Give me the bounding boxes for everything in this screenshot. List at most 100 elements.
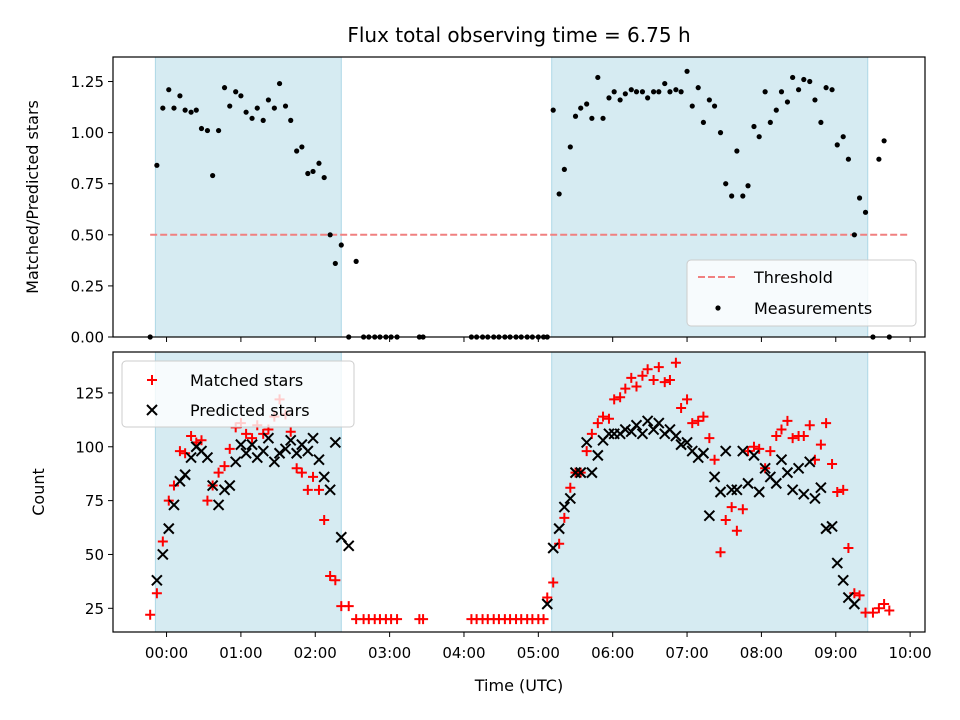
measurement-point [198, 125, 205, 132]
matched-star-point [737, 504, 748, 515]
matched-star-point [726, 502, 737, 513]
matched-star-point [743, 446, 754, 457]
predicted-star-point [603, 428, 615, 440]
matched-star-point [247, 433, 258, 444]
matched-star-point [838, 484, 849, 495]
matched-star-point [664, 375, 675, 385]
matched-star-point [241, 428, 252, 439]
measurement-point [773, 107, 779, 113]
matched-star-point [554, 538, 565, 549]
predicted-star-point [268, 456, 281, 468]
top-y-tick-label: 1.00 [71, 124, 104, 142]
predicted-star-point [742, 477, 754, 490]
measurement-point [154, 162, 160, 168]
predicted-star-point [547, 542, 559, 554]
x-tick-label: 09:00 [814, 644, 857, 662]
matched-star-point [302, 484, 313, 495]
matched-star-point [285, 426, 296, 437]
predicted-star-point [781, 466, 794, 479]
bottom-panel: 25 50 75 100 125 00:00 01:00 02:00 03:00 04:00 05:… [29, 351, 932, 662]
matched-star-point [538, 614, 549, 625]
matched-star-point [765, 446, 776, 457]
predicted-star-point [753, 486, 765, 498]
predicted-star-point [212, 499, 225, 511]
legend-measurements-swatch [715, 305, 721, 311]
measurement-point [734, 148, 740, 154]
matched-star-point [698, 411, 709, 422]
measurement-point [823, 85, 829, 91]
matched-star-point [854, 590, 865, 601]
measurement-point [243, 109, 249, 115]
predicted-star-point [809, 492, 821, 505]
predicted-star-point [653, 417, 665, 429]
measurement-point [327, 232, 333, 238]
matched-star-point [879, 599, 890, 609]
top-y-tick-label: 0.25 [71, 277, 104, 295]
bottom-y-tick-label: 50 [85, 546, 104, 564]
x-tick-label: 10:00 [889, 644, 932, 662]
matched-star-point [631, 381, 642, 392]
top-panel: 0.00 0.25 0.50 0.75 1.00 1.25 Matched/Predicte… [23, 56, 926, 347]
legend-matched-swatch [147, 375, 157, 385]
legend-predicted-label: Predicted stars [190, 401, 310, 420]
matched-star-point [213, 467, 224, 478]
measurement-point [628, 87, 634, 93]
measurement-point [745, 183, 751, 189]
predicted-star-point [826, 520, 838, 533]
measurement-point [695, 85, 701, 91]
x-tick-label: 05:00 [517, 644, 560, 662]
predicted-star-point [224, 479, 236, 492]
measurement-point [812, 97, 818, 103]
matched-star-point [418, 614, 429, 625]
matched-star-point [592, 418, 603, 429]
predicted-star-point [262, 432, 275, 444]
matched-star-point [754, 443, 765, 454]
measurement-point [723, 181, 729, 187]
matched-star-point [598, 411, 609, 422]
matched-star-point [603, 413, 614, 424]
measurement-point [238, 93, 244, 99]
x-tick-label: 08:00 [740, 644, 783, 662]
matched-star-point [145, 609, 156, 620]
predicted-star-point [307, 432, 319, 444]
matched-star-point [670, 357, 681, 368]
predicted-star-point [792, 462, 805, 475]
measurement-point [617, 97, 623, 103]
predicted-star-point [163, 522, 175, 535]
measurement-point [762, 89, 768, 95]
measurement-point [729, 193, 735, 199]
top-y-axis-label: Matched/Predicted stars [23, 100, 42, 294]
predicted-star-point [670, 430, 682, 442]
matched-star-point [648, 375, 659, 385]
measurement-point [795, 87, 802, 93]
predicted-star-point [748, 449, 760, 462]
matched-star-point [832, 487, 843, 497]
bottom-axes-frame [112, 351, 926, 633]
top-legend [686, 259, 917, 327]
measurement-point [215, 127, 222, 134]
top-y-tick-label: 0.75 [71, 175, 104, 193]
measurement-point [166, 87, 172, 93]
measurement-point [862, 209, 869, 215]
matched-star-point [308, 471, 319, 482]
legend-predicted-swatch [146, 404, 158, 416]
predicted-star-point [324, 484, 336, 496]
measurement-point [276, 80, 283, 87]
measurement-point [589, 115, 595, 121]
predicted-star-point [564, 492, 577, 505]
predicted-star-point [290, 447, 303, 459]
measurement-point [650, 89, 657, 95]
measurement-point [717, 130, 724, 136]
predicted-star-point [770, 477, 782, 490]
predicted-star-point [630, 419, 643, 431]
matched-star-point [202, 495, 213, 506]
measurement-point [876, 156, 882, 162]
measurement-point [227, 103, 233, 109]
measurement-point [834, 142, 840, 148]
predicted-star-point [837, 574, 849, 587]
bottom-observing-window-1 [551, 351, 869, 633]
predicted-star-point [313, 453, 325, 466]
predicted-star-point [235, 438, 247, 451]
predicted-star-point [553, 522, 565, 535]
measurement-point [851, 232, 857, 238]
